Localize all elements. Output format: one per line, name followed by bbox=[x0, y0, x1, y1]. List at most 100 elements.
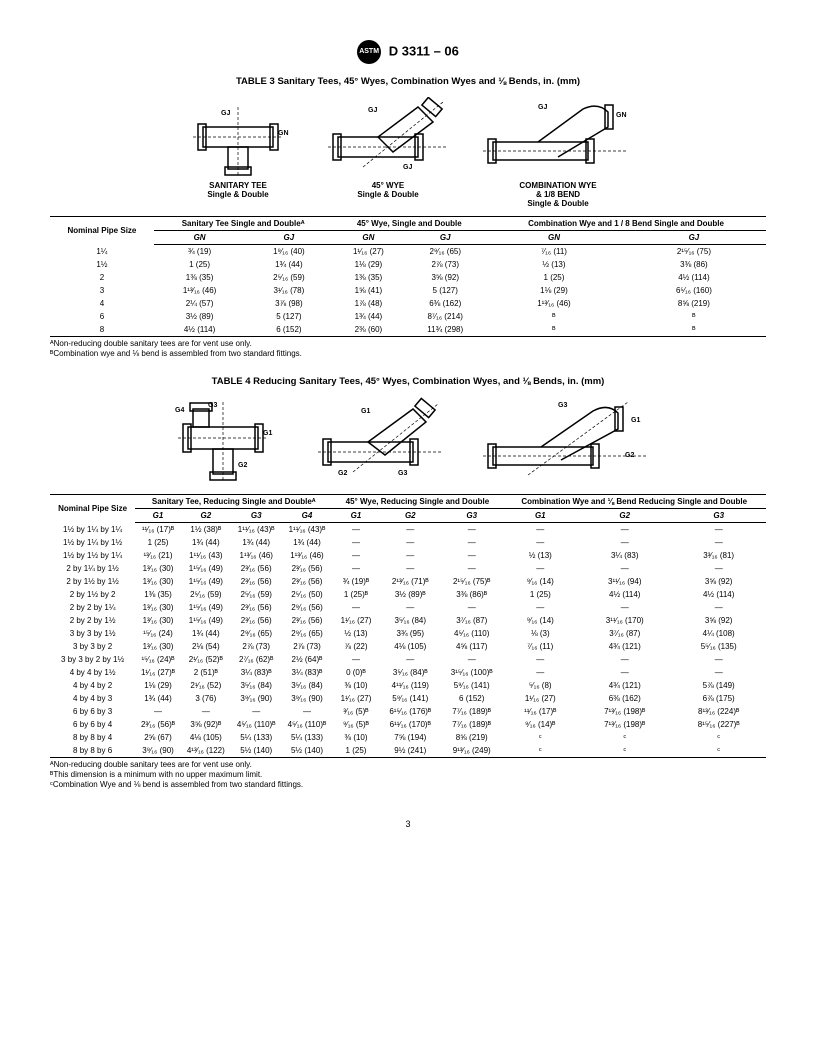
table4-figures: G4 G3 G1 G2 G1 G2 G3 bbox=[50, 397, 766, 486]
data-cell: — bbox=[135, 705, 181, 718]
svg-text:GN: GN bbox=[278, 130, 289, 137]
data-cell: — bbox=[578, 653, 671, 666]
data-cell: 5⁵⁄₁₆ (135) bbox=[671, 640, 766, 653]
data-cell: 6⅜ (162) bbox=[404, 297, 486, 310]
data-cell: ⅜ (10) bbox=[332, 679, 379, 692]
col-G2: G2 bbox=[181, 509, 231, 523]
svg-text:G2: G2 bbox=[238, 462, 247, 469]
data-cell: 2³⁄₁₆ (56) bbox=[282, 562, 333, 575]
data-cell: 2⅝ (67) bbox=[135, 731, 181, 744]
table3-title: TABLE 3 Sanitary Tees, 45° Wyes, Combina… bbox=[50, 76, 766, 87]
data-cell: 5¼ (133) bbox=[231, 731, 282, 744]
data-cell: 5⁹⁄₁₆ (141) bbox=[380, 692, 441, 705]
data-cell: — bbox=[502, 523, 578, 537]
data-cell: — bbox=[441, 549, 502, 562]
data-cell: 3 (76) bbox=[181, 692, 231, 705]
col-GJ: GJ bbox=[404, 231, 486, 245]
data-cell: ¹³⁄₁₆ (21) bbox=[135, 549, 181, 562]
data-cell: 1¹⁄₁₆ (27) bbox=[332, 245, 404, 259]
data-cell: ᶜ bbox=[578, 744, 671, 758]
standard-number: D 3311 – 06 bbox=[389, 43, 459, 58]
data-cell: 2³⁄₁₆ (56) bbox=[231, 562, 282, 575]
combination-wye-icon: GJ GN bbox=[483, 97, 633, 177]
data-cell: 1¹⁵⁄₁₆ (49) bbox=[181, 614, 231, 627]
data-cell: 2³⁄₁₆ (56) bbox=[282, 575, 333, 588]
data-cell: — bbox=[671, 536, 766, 549]
svg-text:G3: G3 bbox=[208, 402, 217, 409]
table-row: 2 by 1½ by 21⅜ (35)2⁵⁄₁₆ (59)2⁵⁄₁₆ (59)2… bbox=[50, 588, 766, 601]
nominal-header4: Nominal Pipe Size bbox=[50, 495, 135, 523]
table-row: 4 by 4 by 1½1¹⁄₁₆ (27)ᴮ2 (51)ᴮ3¼ (83)ᴮ3¼… bbox=[50, 666, 766, 679]
data-cell: 1½ (38)ᴮ bbox=[181, 523, 231, 537]
data-cell: 5½ (140) bbox=[231, 744, 282, 758]
group4-wye: 45° Wye, Reducing Single and Double bbox=[332, 495, 502, 509]
col-G2: G2 bbox=[578, 509, 671, 523]
data-cell: ¾ (19)ᴮ bbox=[332, 575, 379, 588]
data-cell: 3⁵⁄₁₆ (84) bbox=[282, 679, 333, 692]
col-GN: GN bbox=[486, 231, 622, 245]
data-cell: 2³⁄₁₆ (56) bbox=[231, 601, 282, 614]
data-cell: 2³⁄₁₆ (56)ᴮ bbox=[135, 718, 181, 731]
data-cell: ⁵⁄₁₆ (8) bbox=[502, 679, 578, 692]
data-cell: 2⁵⁄₁₆ (59) bbox=[231, 588, 282, 601]
data-cell: 3⁷⁄₁₆ (87) bbox=[578, 627, 671, 640]
data-cell: 1¹¹⁄₁₆ (43)ᴮ bbox=[282, 523, 333, 537]
nominal-cell: 8 by 8 by 6 bbox=[50, 744, 135, 758]
data-cell: ⁹⁄₁₆ (14) bbox=[502, 575, 578, 588]
table3-notes: ᴬNon-reducing double sanitary tees are f… bbox=[50, 339, 766, 358]
nominal-cell: 2 by 2 by 1¼ bbox=[50, 601, 135, 614]
data-cell: — bbox=[441, 536, 502, 549]
nominal-cell: 8 by 8 by 4 bbox=[50, 731, 135, 744]
table-row: 1½ by 1¼ by 1½1 (25)1¾ (44)1¾ (44)1¾ (44… bbox=[50, 536, 766, 549]
table-row: 6 by 6 by 42³⁄₁₆ (56)ᴮ3⅝ (92)ᴮ4⁵⁄₁₆ (110… bbox=[50, 718, 766, 731]
data-cell: 2⁵⁄₁₆ (50) bbox=[282, 588, 333, 601]
data-cell: 6 (152) bbox=[245, 323, 332, 337]
data-cell: 1³⁄₁₆ (30) bbox=[135, 601, 181, 614]
data-cell: 1¹³⁄₁₆ (46) bbox=[154, 284, 246, 297]
data-cell: 9¹³⁄₁₆ (249) bbox=[441, 744, 502, 758]
nominal-cell: 1½ by 1¼ by 1¼ bbox=[50, 523, 135, 537]
col-G2: G2 bbox=[380, 509, 441, 523]
table-row: 84½ (114)6 (152)2⅜ (60)11¾ (298)ᴮᴮ bbox=[50, 323, 766, 337]
data-cell: 5⁹⁄₁₆ (141) bbox=[441, 679, 502, 692]
data-cell: — bbox=[578, 536, 671, 549]
data-cell: 2¹⁄₁₆ (52)ᴮ bbox=[181, 653, 231, 666]
data-cell: — bbox=[231, 705, 282, 718]
footnote: ᴮCombination wye and ⅛ bend is assembled… bbox=[50, 349, 766, 358]
data-cell: 1¹³⁄₁₆ (46) bbox=[486, 297, 622, 310]
table-row: 1½ by 1½ by 1¼¹³⁄₁₆ (21)1¹¹⁄₁₆ (43)1¹³⁄₁… bbox=[50, 549, 766, 562]
table-row: 63½ (89)5 (127)1¾ (44)8⁷⁄₁₆ (214)ᴮᴮ bbox=[50, 310, 766, 323]
data-cell: 3½ (89) bbox=[154, 310, 246, 323]
table-row: 8 by 8 by 42⅝ (67)4⅛ (105)5¼ (133)5¼ (13… bbox=[50, 731, 766, 744]
col-G1: G1 bbox=[502, 509, 578, 523]
data-cell: ¹¹⁄₁₆ (17)ᴮ bbox=[502, 705, 578, 718]
svg-text:GJ: GJ bbox=[221, 110, 230, 117]
nominal-cell: 1¼ bbox=[50, 245, 154, 259]
data-cell: ᶜ bbox=[578, 731, 671, 744]
data-cell: 1¹⁄₁₆ (27) bbox=[332, 614, 379, 627]
reducing-wye-icon: G1 G2 G3 bbox=[313, 397, 453, 482]
data-cell: — bbox=[578, 562, 671, 575]
footnote: ᴬNon-reducing double sanitary tees are f… bbox=[50, 760, 766, 769]
data-cell: 8⅝ (219) bbox=[622, 297, 766, 310]
data-cell: 4¾ (121) bbox=[578, 679, 671, 692]
data-cell: 1¾ (44) bbox=[135, 692, 181, 705]
nominal-cell: 8 bbox=[50, 323, 154, 337]
data-cell: — bbox=[441, 601, 502, 614]
data-cell: 2⅜ (60) bbox=[332, 323, 404, 337]
svg-text:G1: G1 bbox=[361, 408, 370, 415]
data-cell: 11¾ (298) bbox=[404, 323, 486, 337]
col-GJ: GJ bbox=[622, 231, 766, 245]
data-cell: 8¹³⁄₁₆ (224)ᴮ bbox=[671, 705, 766, 718]
table-row: 3 by 3 by 21³⁄₁₆ (30)2⅛ (54)2⅞ (73)2⅞ (7… bbox=[50, 640, 766, 653]
data-cell: 3¹¹⁄₁₆ (94) bbox=[578, 575, 671, 588]
nominal-cell: 4 by 4 by 3 bbox=[50, 692, 135, 705]
data-cell: 1¹¹⁄₁₆ (43) bbox=[181, 549, 231, 562]
nominal-cell: 4 bbox=[50, 297, 154, 310]
data-cell: 1 (25)ᴮ bbox=[332, 588, 379, 601]
group-combo: Combination Wye and 1 / 8 Bend Single an… bbox=[486, 217, 766, 231]
data-cell: 4½ (114) bbox=[154, 323, 246, 337]
svg-text:GJ: GJ bbox=[538, 104, 547, 111]
fig-45-wye: GJ GJ 45° WYE Single & Double bbox=[323, 97, 453, 208]
data-cell: 3¼ (83)ᴮ bbox=[231, 666, 282, 679]
